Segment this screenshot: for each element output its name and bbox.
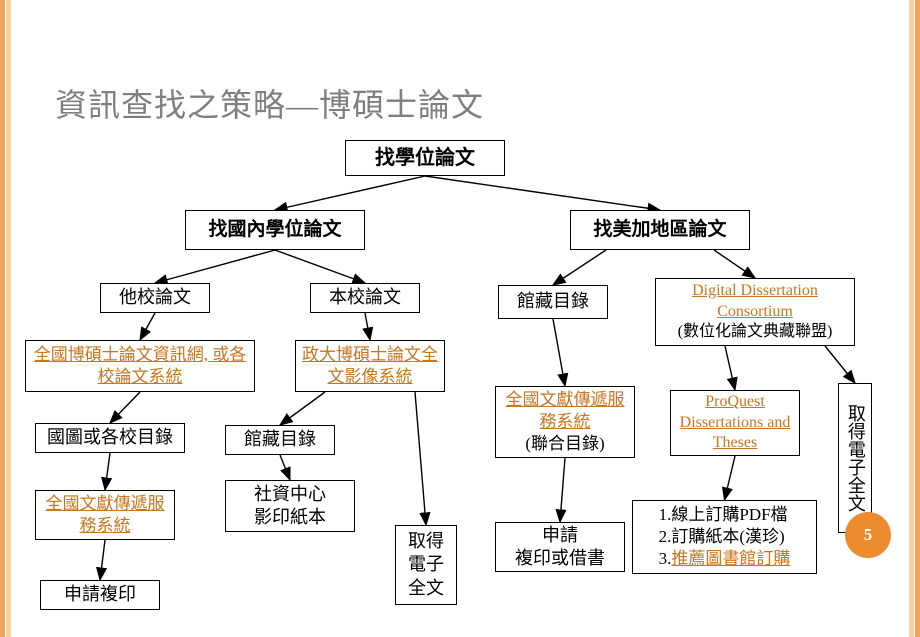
node-u_req: 申請複印或借書 [495, 522, 625, 572]
edge-d_ndds1-d_copy [100, 540, 105, 580]
edge-root-b_usa [425, 176, 660, 210]
right-border-inner [909, 0, 914, 637]
edge-b_usa-u_cat [553, 250, 606, 285]
slide-title: 資訊查找之策略—博碩士論文 [55, 80, 484, 126]
node-u_ddc[interactable]: Digital Dissertation Consortium(數位化論文典藏聯… [655, 278, 855, 346]
right-border-outer [915, 0, 920, 637]
edge-d_nccu-d_cat2 [280, 392, 325, 425]
node-u_cat: 館藏目錄 [498, 285, 608, 319]
edge-root-b_dom [275, 176, 425, 210]
page-number-badge: 5 [845, 512, 891, 558]
node-d_nccu[interactable]: 政大博碩士論文全文影像系統 [295, 340, 445, 392]
node-d_cat1: 國圖或各校目錄 [35, 423, 185, 453]
edge-b_dom-d_other [155, 250, 275, 283]
edge-b_dom-d_own [275, 250, 365, 283]
node-u_eft2: 取得電子全文 [838, 383, 872, 533]
node-root: 找學位論文 [345, 140, 505, 176]
edge-d_own-d_nccu [365, 313, 370, 340]
edge-u_pq-u_order [725, 456, 736, 500]
edge-u_ddc-u_pq [725, 346, 735, 390]
node-d_cat2: 館藏目錄 [225, 425, 335, 455]
node-d_print: 社資中心影印紙本 [225, 480, 355, 532]
node-d_eft1: 取得電子全文 [395, 525, 457, 605]
node-d_other: 他校論文 [100, 283, 210, 313]
node-d_copy: 申請複印 [40, 580, 160, 610]
slide: 資訊查找之策略—博碩士論文 找學位論文找國內學位論文 找美加地區論文他校論文 本校論… [0, 0, 920, 637]
node-d_ndltd[interactable]: 全國博碩士論文資訊網, 或各校論文系統 [25, 340, 255, 392]
node-d_own: 本校論文 [310, 283, 420, 313]
edge-d_nccu-d_eft1 [415, 392, 426, 525]
edge-u_cat-u_ndds [553, 319, 565, 386]
node-u_ndds[interactable]: 全國文獻傳遞服務系統(聯合目錄) [495, 386, 635, 458]
edge-b_usa-u_ddc [714, 250, 755, 278]
edge-d_ndltd-d_cat1 [110, 392, 140, 423]
left-border-outer [0, 0, 5, 637]
edge-u_ndds-u_req [560, 458, 565, 522]
edge-d_cat2-d_print [280, 455, 290, 480]
left-border-inner [6, 0, 11, 637]
edge-d_other-d_ndltd [140, 313, 155, 340]
node-u_order[interactable]: 1.線上訂購PDF檔2.訂購紙本(漢珍)3.推薦圖書館訂購 [632, 500, 817, 574]
edge-d_cat1-d_ndds1 [105, 453, 110, 490]
node-b_dom: 找國內學位論文 [185, 210, 365, 250]
node-b_usa: 找美加地區論文 [570, 210, 750, 250]
node-u_pq[interactable]: ProQuest Dissertations and Theses [670, 390, 800, 456]
node-d_ndds1[interactable]: 全國文獻傳遞服務系統 [35, 490, 175, 540]
edge-u_ddc-u_eft2 [825, 346, 855, 383]
